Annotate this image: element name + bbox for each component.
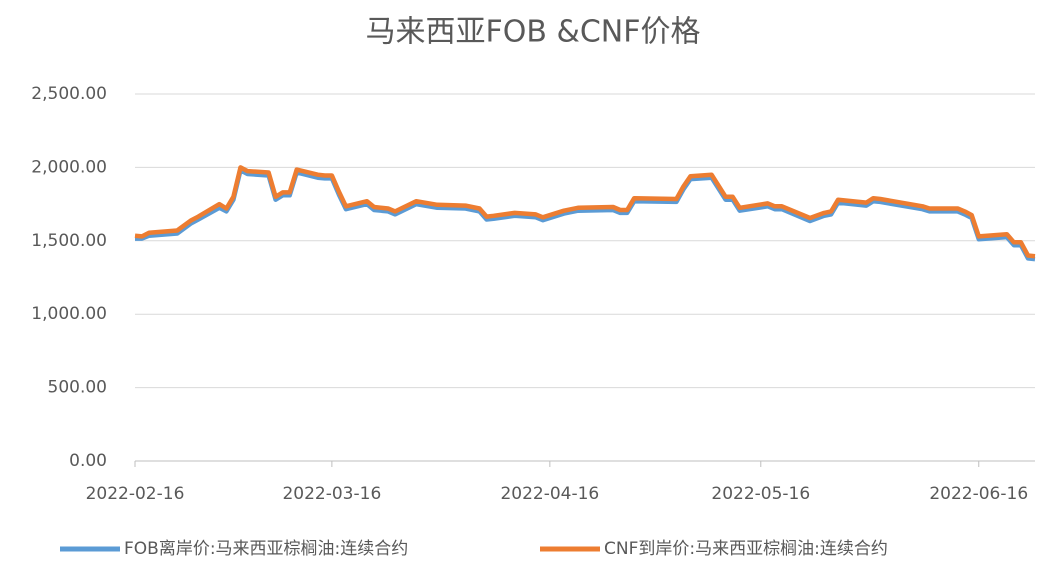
chart-title: 马来西亚FOB &CNF价格: [365, 15, 700, 50]
x-tick-label: 2022-04-16: [500, 484, 599, 504]
y-tick-label: 1,500.00: [31, 231, 107, 251]
x-tick-label: 2022-02-16: [86, 484, 185, 504]
legend-label: CNF到岸价:马来西亚棕榈油:连续合约: [604, 539, 888, 559]
y-tick-label: 0.00: [69, 451, 107, 471]
y-tick-label: 2,500.00: [31, 84, 107, 104]
x-tick-label: 2022-06-16: [929, 484, 1028, 504]
y-tick-label: 2,000.00: [31, 157, 107, 177]
y-tick-label: 1,000.00: [31, 304, 107, 324]
x-tick-label: 2022-03-16: [282, 484, 381, 504]
y-tick-label: 500.00: [48, 378, 107, 398]
line-series: [134, 165, 1036, 259]
legend-label: FOB离岸价:马来西亚棕榈油:连续合约: [124, 539, 408, 559]
x-tick-label: 2022-05-16: [711, 484, 810, 504]
